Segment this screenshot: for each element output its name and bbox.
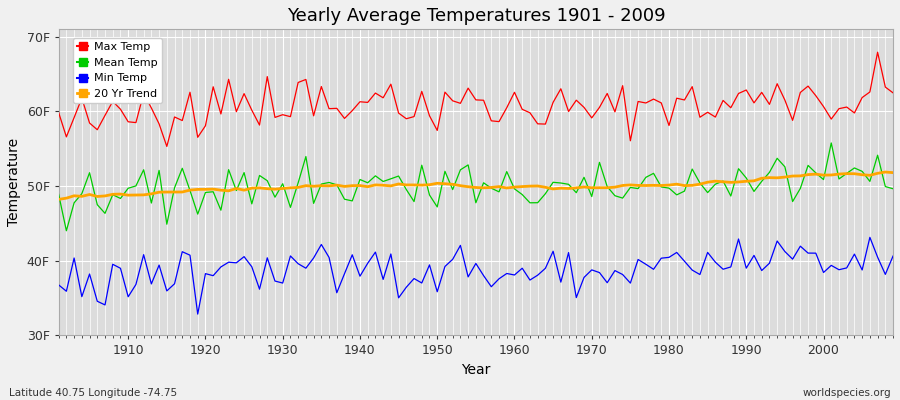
Y-axis label: Temperature: Temperature xyxy=(7,138,21,226)
Text: Latitude 40.75 Longitude -74.75: Latitude 40.75 Longitude -74.75 xyxy=(9,388,177,398)
X-axis label: Year: Year xyxy=(461,363,491,377)
Legend: Max Temp, Mean Temp, Min Temp, 20 Yr Trend: Max Temp, Mean Temp, Min Temp, 20 Yr Tre… xyxy=(73,38,162,104)
Title: Yearly Average Temperatures 1901 - 2009: Yearly Average Temperatures 1901 - 2009 xyxy=(286,7,665,25)
Text: worldspecies.org: worldspecies.org xyxy=(803,388,891,398)
